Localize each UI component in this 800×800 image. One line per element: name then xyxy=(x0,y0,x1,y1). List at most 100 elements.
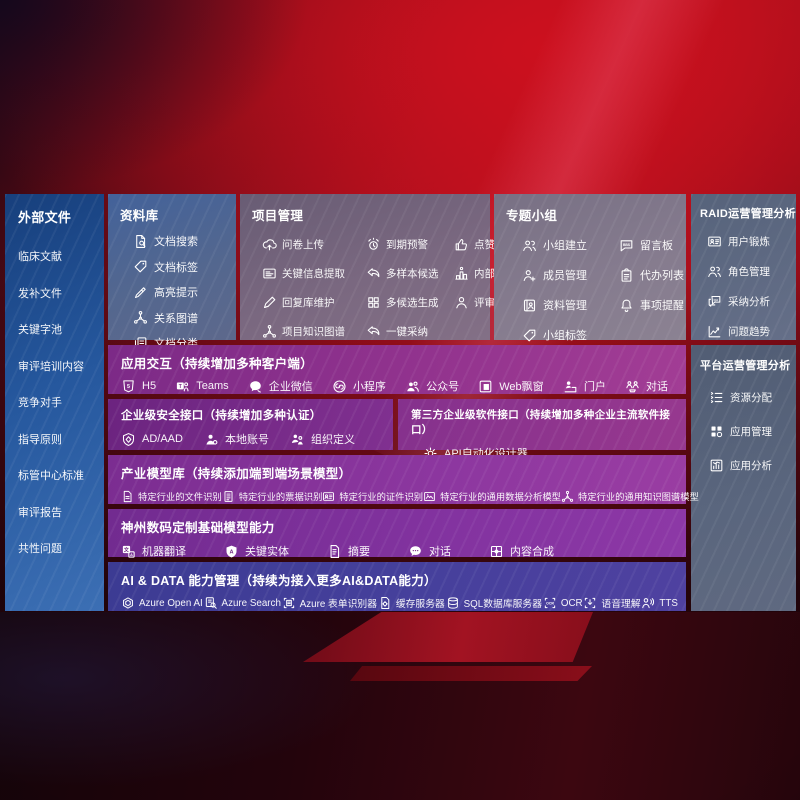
feature-item: 事项提醒 xyxy=(619,297,686,313)
web-window-icon xyxy=(478,379,493,394)
feature-label: SQL数据库服务器 xyxy=(463,599,543,610)
feature-label: 多样本候选 xyxy=(386,268,439,280)
feature-item: TTS xyxy=(641,596,678,610)
feature-label: 事项提醒 xyxy=(640,300,684,312)
feature-item: 资料管理 xyxy=(522,297,619,313)
feature-item: 文档标签 xyxy=(133,259,236,275)
panel-platform-operations-analysis: 平台运营管理分析 资源分配 应用管理 应用分析 xyxy=(691,345,796,611)
feature-label: 小组建立 xyxy=(543,240,587,252)
feature-item: 组织定义 xyxy=(290,431,355,447)
id-card-icon xyxy=(707,234,722,249)
tts-icon xyxy=(641,596,655,610)
svg-text:文: 文 xyxy=(124,546,130,553)
feature-label: 门户 xyxy=(583,381,606,393)
trend-icon xyxy=(707,324,722,339)
podium-icon xyxy=(454,266,469,281)
id-card-icon xyxy=(322,490,335,503)
feature-label: 特定行业的通用数据分析模型 xyxy=(440,492,561,502)
mini-program-icon xyxy=(332,379,347,394)
feature-label: 采纳分析 xyxy=(728,296,770,308)
panel-enterprise-security-interface: 企业级安全接口（持续增加多种认证） AD/AAD 本地账号 组织定义 xyxy=(108,399,393,450)
sidebar-item: 标管中心标准 xyxy=(18,470,84,482)
sidebar-item: 关键字池 xyxy=(18,324,62,336)
feature-item: 特定行业的证件识别 xyxy=(322,489,423,503)
doc-file-icon xyxy=(121,490,134,503)
feature-item: 应用管理 xyxy=(709,424,796,439)
graph-icon xyxy=(561,490,574,503)
feature-label: 对话 xyxy=(429,546,451,558)
feature-label: 代办列表 xyxy=(640,270,684,282)
thumb-up-icon xyxy=(454,237,469,252)
feature-item: 应用分析 xyxy=(709,458,796,473)
bell-icon xyxy=(619,298,634,313)
panel-app-interaction: 应用交互（持续增加多种客户端） 5 H5 T Teams 企业微信 小程序 公众号 Web飘窗… xyxy=(108,345,686,394)
tag-icon xyxy=(522,328,537,343)
feature-item: 多样本候选 xyxy=(366,266,454,281)
speech-icon xyxy=(583,596,597,610)
project-management-grid: 问卷上传到期预警点赞感谢关键信息提取多样本候选内部专家排名回复库维护多候选生成评… xyxy=(262,237,537,339)
feature-item: QA 采纳分析 xyxy=(707,294,796,309)
feature-item: 用户锻炼 xyxy=(707,234,796,249)
feature-item: 特定行业的文件识别 xyxy=(121,489,222,503)
raid-analysis-list: 用户锻炼 角色管理 QA 采纳分析 问题趋势 xyxy=(707,234,796,339)
feature-label: 问卷上传 xyxy=(282,239,324,251)
people-icon xyxy=(522,238,537,253)
feature-item: 代办列表 xyxy=(619,267,686,283)
sidebar-item: 竞争对手 xyxy=(18,397,62,409)
feature-label: 特定行业的通用知识图谱模型 xyxy=(577,492,699,502)
sql-db-icon xyxy=(446,596,460,610)
panel-title: 外部文件 xyxy=(18,210,72,225)
apps-icon xyxy=(709,424,724,439)
feature-label: 问题趋势 xyxy=(728,326,770,338)
topic-groups-grid: 小组建立 BBS 留言板 成员管理 代办列表 资料管理 事项提醒 小组标签 xyxy=(522,237,686,343)
feature-label: 回复库维护 xyxy=(282,297,335,309)
feature-label: 一键采纳 xyxy=(386,326,428,338)
feature-item: AD/AAD xyxy=(121,432,183,447)
receipt-icon xyxy=(222,490,235,503)
graph-icon xyxy=(133,310,148,325)
panel-ai-data-capability: AI & DATA 能力管理（持续为接入更多AI&DATA能力） Azure O… xyxy=(108,562,686,611)
feature-label: 资源分配 xyxy=(730,392,772,404)
panel-title: 神州数码定制基础模型能力 xyxy=(121,521,275,535)
feature-item: 对话 xyxy=(625,378,668,394)
feature-label: 文档标签 xyxy=(154,261,198,274)
chat-icon xyxy=(408,544,423,559)
sidebar-item: 临床文献 xyxy=(18,251,62,263)
feature-item: 高亮提示 xyxy=(133,284,236,300)
panel-title: 产业模型库（持续添加端到端场景模型） xyxy=(121,467,352,481)
grid-gen-icon xyxy=(366,295,381,310)
feature-item: 特定行业的通用数据分析模型 xyxy=(423,489,561,503)
app-chart-icon xyxy=(709,458,724,473)
svg-text:A: A xyxy=(229,549,233,555)
clipboard-icon xyxy=(619,267,634,283)
people-icon xyxy=(707,264,722,279)
panel-title: AI & DATA 能力管理（持续为接入更多AI&DATA能力） xyxy=(121,574,437,588)
feature-item: 本地账号 xyxy=(204,431,269,447)
panel-custom-base-models: 神州数码定制基础模型能力 文 A 机器翻译 A 关键实体 摘要 对话 内容合成 xyxy=(108,509,686,559)
dialog-icon xyxy=(625,379,640,394)
base-models-row: 文 A 机器翻译 A 关键实体 摘要 对话 内容合成 xyxy=(121,543,686,559)
feature-item: 语音理解 xyxy=(583,596,641,610)
feature-item: 缓存服务器 xyxy=(378,596,445,610)
feature-item: Azure 表单识别器 xyxy=(282,596,377,610)
panel-title: 专题小组 xyxy=(506,209,558,223)
feature-item: SQL数据库服务器 xyxy=(446,596,542,610)
feature-label: 关键信息提取 xyxy=(282,268,345,280)
feature-item: 公众号 xyxy=(405,378,459,394)
edit-pen-icon xyxy=(262,295,277,310)
panel-data-library: 资料库 文档搜索 文档标签 高亮提示 关系图谱 文档分类 xyxy=(108,194,236,350)
panel-title: 资料库 xyxy=(120,209,159,223)
info-card-icon xyxy=(262,266,277,281)
graph-icon xyxy=(262,324,277,339)
bbs-icon: BBS xyxy=(619,238,634,253)
compose-grid-icon xyxy=(489,544,504,559)
feature-item: 项目知识图谱 xyxy=(262,324,366,339)
panel-project-management: 项目管理 问卷上传到期预警点赞感谢关键信息提取多样本候选内部专家排名回复库维护多… xyxy=(240,194,537,340)
feature-label: 用户锻炼 xyxy=(728,236,770,248)
feature-item: A 关键实体 xyxy=(224,543,289,559)
feature-label: AD/AAD xyxy=(142,433,183,445)
tag-icon xyxy=(133,259,148,274)
sidebar-item: 审评培训内容 xyxy=(18,360,84,373)
person-icon xyxy=(454,295,469,310)
